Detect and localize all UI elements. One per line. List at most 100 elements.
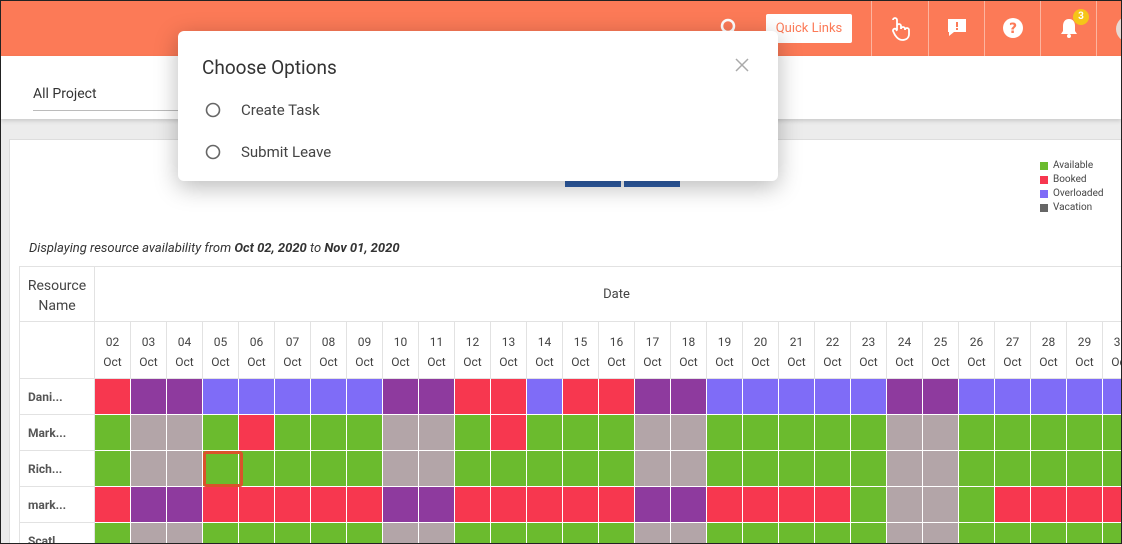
feedback-icon[interactable]: [928, 1, 985, 56]
radio[interactable]: [204, 101, 222, 119]
date-month: Oct: [1003, 355, 1022, 369]
availability-cell: [95, 451, 131, 487]
date-month: Oct: [427, 355, 446, 369]
availability-cell: [815, 379, 851, 415]
resource-name: Mark...: [19, 415, 95, 451]
date-header: Date: [95, 266, 1121, 322]
availability-cell: [527, 523, 563, 543]
availability-cell: [1031, 487, 1067, 523]
availability-cell: [167, 523, 203, 543]
availability-cell: [419, 451, 455, 487]
availability-cell: [131, 487, 167, 523]
hand-icon[interactable]: [871, 1, 928, 56]
availability-cell: [383, 487, 419, 523]
radio-option[interactable]: Create Task: [204, 100, 320, 120]
date-month: Oct: [787, 355, 806, 369]
availability-cell: [311, 487, 347, 523]
legend-label: Available: [1053, 160, 1094, 171]
availability-cell: [527, 415, 563, 451]
date-month: Oct: [535, 355, 554, 369]
date-column-header: 20 Oct: [743, 322, 779, 379]
avatar[interactable]: [1096, 1, 1121, 56]
dialog-title: Choose Options: [202, 56, 337, 79]
option-label: Submit Leave: [241, 143, 332, 161]
availability-cell: [779, 487, 815, 523]
availability-cell: [1067, 451, 1103, 487]
date-day: 19: [717, 335, 732, 349]
availability-cell: [203, 415, 239, 451]
availability-cell: [959, 415, 995, 451]
project-select[interactable]: All Project: [33, 86, 183, 111]
availability-cell: [815, 523, 851, 543]
availability-cell: [707, 487, 743, 523]
date-column-header: 05 Oct: [203, 322, 239, 379]
date-column-header: 28 Oct: [1031, 322, 1067, 379]
availability-cell: [95, 523, 131, 543]
availability-cell: [1103, 487, 1121, 523]
availability-cell: [95, 379, 131, 415]
availability-cell: [599, 451, 635, 487]
availability-cell: [203, 379, 239, 415]
caption-start: Oct 02, 2020: [234, 241, 307, 256]
date-column-header: 07 Oct: [275, 322, 311, 379]
availability-cell: [383, 415, 419, 451]
legend-item: Vacation: [1040, 201, 1104, 215]
legend-item: Booked: [1040, 173, 1104, 187]
name-header: Resource Name: [19, 266, 95, 322]
availability-cell: [239, 415, 275, 451]
date-month: Oct: [715, 355, 734, 369]
availability-cell: [203, 451, 239, 487]
availability-cell: [635, 451, 671, 487]
availability-cell: [995, 451, 1031, 487]
availability-cell: [635, 487, 671, 523]
date-day: 10: [393, 335, 408, 349]
availability-table: Resource Name Date 02 Oct 03 Oct 04 Oct 05 Oct 06 O…: [19, 266, 1121, 543]
availability-cell: [491, 415, 527, 451]
svg-text:?: ?: [1009, 21, 1017, 37]
availability-cell: [995, 415, 1031, 451]
date-day: 07: [285, 335, 300, 349]
radio-option[interactable]: Submit Leave: [204, 142, 331, 162]
availability-cell: [95, 415, 131, 451]
date-month: Oct: [355, 355, 374, 369]
availability-cell: [851, 415, 887, 451]
date-month: Oct: [175, 355, 194, 369]
date-month: Oct: [103, 355, 122, 369]
radio[interactable]: [204, 143, 222, 161]
date-column-header: 15 Oct: [563, 322, 599, 379]
availability-cell: [671, 487, 707, 523]
help-icon[interactable]: ?: [984, 1, 1041, 56]
close-button[interactable]: [734, 57, 750, 73]
availability-cell: [1103, 451, 1121, 487]
availability-cell: [1103, 523, 1121, 543]
availability-cell: [239, 451, 275, 487]
quick-links-button[interactable]: Quick Links: [766, 14, 852, 43]
availability-cell: [779, 415, 815, 451]
availability-cell: [491, 379, 527, 415]
legend-item: Available: [1040, 159, 1104, 173]
date-day: 24: [897, 335, 912, 349]
availability-cell: [635, 379, 671, 415]
availability-cell: [851, 487, 887, 523]
date-month: Oct: [499, 355, 518, 369]
availability-cell: [203, 523, 239, 543]
date-month: Oct: [463, 355, 482, 369]
availability-cell: [779, 451, 815, 487]
availability-cell: [1067, 523, 1103, 543]
availability-cell: [599, 415, 635, 451]
date-column-header: 25 Oct: [923, 322, 959, 379]
date-month: Oct: [283, 355, 302, 369]
availability-cell: [347, 487, 383, 523]
date-day: 18: [681, 335, 696, 349]
availability-cell: [383, 379, 419, 415]
notifications-icon[interactable]: [1040, 1, 1097, 56]
date-month: Oct: [571, 355, 590, 369]
availability-cell: [599, 523, 635, 543]
availability-cell: [491, 523, 527, 543]
date-day: 21: [789, 335, 804, 349]
date-column-header: 19 Oct: [707, 322, 743, 379]
availability-cell: [311, 415, 347, 451]
availability-cell: [167, 415, 203, 451]
availability-cell: [563, 415, 599, 451]
date-column-header: 08 Oct: [311, 322, 347, 379]
